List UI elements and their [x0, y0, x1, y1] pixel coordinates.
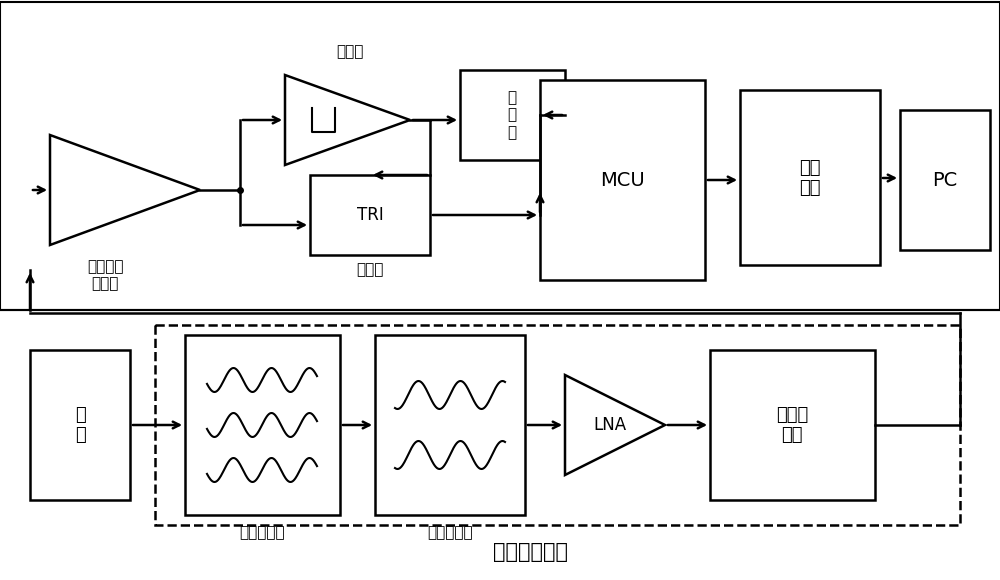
Bar	[310, 175, 430, 255]
Text: 单
稳
态: 单 稳 态	[507, 90, 517, 140]
Polygon shape	[565, 375, 665, 475]
Bar	[155, 325, 960, 525]
Text: 精密高速
放大器: 精密高速 放大器	[87, 259, 123, 291]
Bar	[185, 335, 340, 515]
Text: LNA: LNA	[593, 416, 627, 434]
Text: 带通滤波器: 带通滤波器	[239, 525, 285, 541]
Bar	[375, 335, 525, 515]
Text: 通讯
模块: 通讯 模块	[799, 158, 821, 197]
Bar	[710, 350, 875, 500]
Text: TRI: TRI	[357, 206, 383, 224]
Text: MCU: MCU	[600, 171, 644, 190]
Text: 比较器: 比较器	[336, 45, 364, 60]
Text: 积分器: 积分器	[356, 263, 384, 277]
Bar	[740, 90, 880, 265]
Text: 滤波放大电路: 滤波放大电路	[492, 542, 568, 562]
Bar	[540, 80, 705, 280]
Polygon shape	[50, 135, 200, 245]
Bar	[460, 70, 565, 160]
Text: PC: PC	[932, 171, 958, 190]
Text: 带阻滤波器: 带阻滤波器	[427, 525, 473, 541]
Text: 零偏检
测器: 零偏检 测器	[776, 405, 808, 444]
Text: 天
线: 天 线	[75, 405, 85, 444]
Bar	[0, 2, 1000, 310]
Bar	[900, 110, 990, 250]
Polygon shape	[285, 75, 410, 165]
Bar	[30, 350, 130, 500]
